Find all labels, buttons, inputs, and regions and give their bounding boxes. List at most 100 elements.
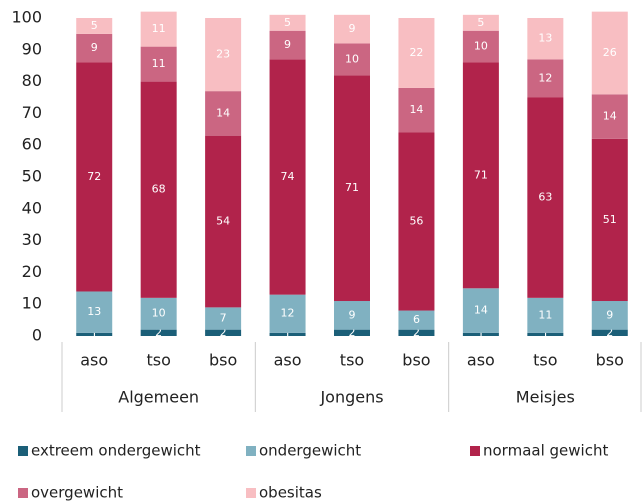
bar-segment	[462, 62, 499, 289]
data-label: 14	[474, 304, 488, 317]
data-label: 13	[538, 32, 552, 45]
legend-label: extreem ondergewicht	[31, 442, 201, 460]
x-tick-label: bso	[596, 351, 624, 370]
data-label: 14	[603, 110, 617, 123]
data-label: 9	[349, 22, 356, 35]
bar-segment	[527, 97, 564, 298]
data-label: 74	[281, 170, 295, 183]
y-tick-label: 30	[22, 230, 42, 249]
bar-segment	[591, 301, 628, 330]
data-label: 9	[91, 41, 98, 54]
bar-segment	[140, 11, 177, 47]
data-label: 51	[603, 213, 617, 226]
data-label: 9	[284, 38, 291, 51]
data-label: 14	[409, 103, 423, 116]
x-tick-label: tso	[340, 351, 364, 370]
x-tick-label: tso	[533, 351, 557, 370]
data-label: 5	[477, 16, 484, 29]
data-label: 26	[603, 46, 617, 59]
data-label: 2	[349, 326, 356, 339]
data-label: 71	[474, 168, 488, 181]
legend-swatch	[18, 488, 28, 498]
bar-segment	[334, 14, 370, 44]
data-label: 14	[216, 106, 230, 119]
bar-segment	[76, 332, 113, 336]
y-tick-label: 50	[22, 167, 42, 186]
legend-label: ondergewicht	[259, 442, 361, 460]
bar-segment	[398, 132, 435, 311]
data-label: 2	[220, 326, 227, 339]
data-label: 10	[152, 307, 166, 320]
data-label: 12	[281, 307, 295, 320]
data-label: 9	[349, 308, 356, 321]
bar-segment	[334, 43, 370, 76]
data-label: 11	[538, 308, 552, 321]
x-tick-label: bso	[402, 351, 430, 370]
bar-segment	[269, 59, 306, 295]
legend-swatch	[246, 446, 256, 456]
data-label: 22	[409, 46, 423, 59]
x-tick-label: aso	[80, 351, 108, 370]
data-label: 72	[87, 170, 101, 183]
bar-segment	[205, 135, 242, 308]
data-label: 11	[152, 22, 166, 35]
data-label: 23	[216, 48, 230, 61]
data-label: 5	[91, 19, 98, 32]
y-tick-label: 100	[11, 8, 42, 27]
data-label: 10	[345, 52, 359, 65]
legend-swatch	[18, 446, 28, 456]
legend-label: overgewicht	[31, 484, 123, 502]
bar-segment	[462, 30, 499, 63]
data-label: 1	[91, 327, 98, 340]
data-label: 6	[413, 313, 420, 326]
bar-segment	[527, 332, 564, 336]
bar-segment	[140, 297, 177, 330]
y-tick-label: 10	[22, 294, 42, 313]
bar-segment	[205, 18, 242, 92]
data-label: 2	[155, 326, 162, 339]
y-tick-label: 70	[22, 103, 42, 122]
data-label: 13	[87, 305, 101, 318]
bar-segment	[527, 18, 564, 60]
data-label: 71	[345, 181, 359, 194]
bar-segment	[334, 329, 370, 336]
data-label: 63	[538, 191, 552, 204]
bar-segment	[591, 94, 628, 139]
data-label: 12	[538, 71, 552, 84]
bar-segment	[269, 14, 306, 31]
bar-segment	[398, 310, 435, 330]
data-label: 54	[216, 215, 230, 228]
data-label: 68	[152, 183, 166, 196]
bar-segment	[269, 30, 306, 60]
data-label: 2	[413, 326, 420, 339]
bar-segment	[398, 87, 435, 133]
legend-label: normaal gewicht	[483, 442, 608, 460]
data-label: 9	[606, 308, 613, 321]
x-tick-label: bso	[209, 351, 237, 370]
bar-segment	[527, 59, 564, 98]
bar-segment	[140, 81, 177, 298]
x-tick-label: aso	[467, 351, 495, 370]
data-label: 2	[606, 326, 613, 339]
bar-segment	[269, 294, 306, 333]
bar-segment	[76, 62, 113, 292]
y-tick-label: 40	[22, 198, 42, 217]
bar-segment	[205, 329, 242, 336]
bar-segment	[205, 307, 242, 330]
y-tick-label: 20	[22, 262, 42, 281]
bar-segment	[140, 46, 177, 82]
group-label: Meisjes	[516, 388, 575, 407]
bar-segment	[462, 14, 499, 31]
bar-segment	[76, 33, 113, 63]
data-label: 1	[284, 327, 291, 340]
bar-segment	[269, 332, 306, 336]
legend-label: obesitas	[259, 484, 322, 502]
x-tick-label: tso	[146, 351, 170, 370]
bar-segment	[140, 329, 177, 336]
y-tick-label: 60	[22, 135, 42, 154]
bar-segment	[76, 291, 113, 333]
data-label: 5	[284, 16, 291, 29]
data-label: 7	[220, 312, 227, 325]
bar-segment	[76, 18, 113, 34]
